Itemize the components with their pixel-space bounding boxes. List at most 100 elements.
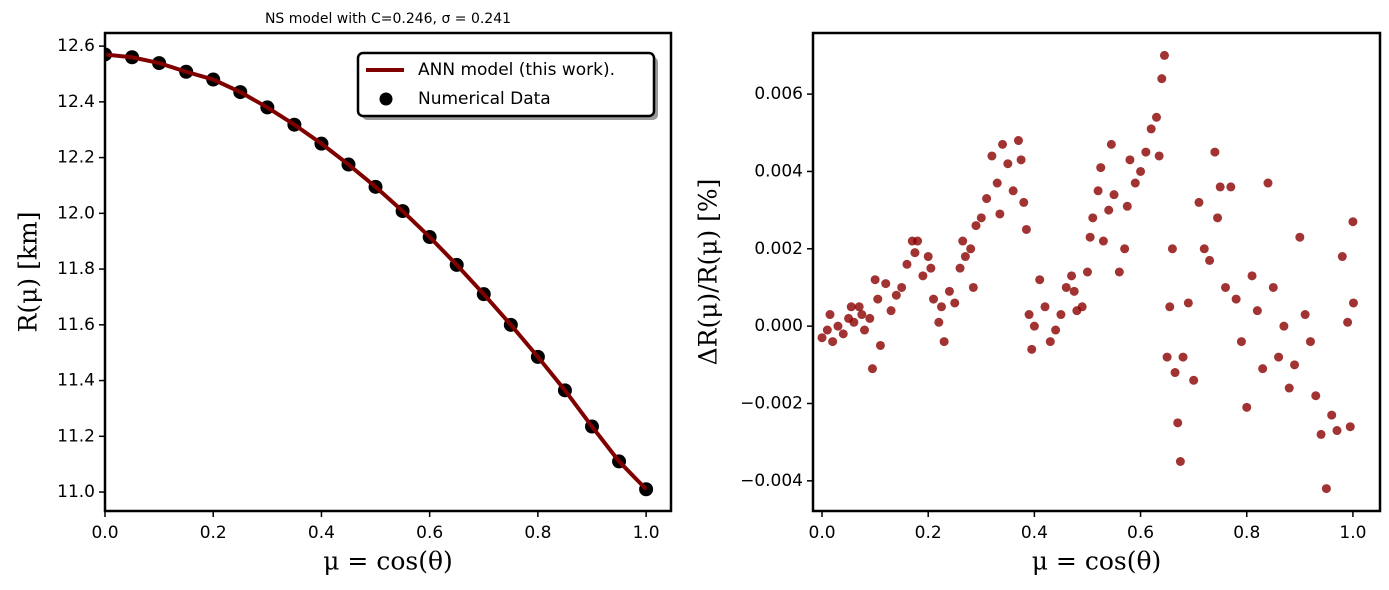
point xyxy=(982,194,992,204)
x-tick-label: 0.4 xyxy=(308,523,335,543)
plot-area xyxy=(105,47,654,497)
point xyxy=(838,329,848,339)
point xyxy=(1290,360,1300,370)
point xyxy=(1019,197,1029,207)
point xyxy=(1178,352,1188,362)
point xyxy=(998,139,1008,149)
point xyxy=(960,252,970,262)
point xyxy=(1311,391,1321,401)
point xyxy=(1305,337,1315,347)
point xyxy=(1136,166,1146,176)
point xyxy=(1348,298,1358,308)
point xyxy=(926,263,936,273)
point xyxy=(955,263,965,273)
point xyxy=(1263,178,1273,188)
point xyxy=(825,310,835,320)
y-tick-label: 11.8 xyxy=(57,259,95,279)
axes: 0.0 0.2 0.4 0.6 0.8 1.0 11.0 11.2 11.4 11.6 11.8 12… xyxy=(14,11,673,576)
point xyxy=(1165,302,1175,312)
x-tick-label: 0.0 xyxy=(91,523,118,543)
x-axis-label: μ = cos(θ) xyxy=(1032,547,1162,576)
x-tick-label: 1.0 xyxy=(1339,523,1366,543)
point xyxy=(1295,232,1305,242)
point xyxy=(1130,178,1140,188)
point xyxy=(854,302,864,312)
point xyxy=(923,252,933,262)
point xyxy=(891,290,901,300)
point xyxy=(1008,186,1018,196)
point xyxy=(1215,182,1225,192)
point xyxy=(1343,317,1353,327)
point xyxy=(1093,186,1103,196)
point xyxy=(867,364,877,374)
point xyxy=(1013,136,1023,146)
point xyxy=(1154,151,1164,161)
point xyxy=(1125,155,1135,165)
point xyxy=(1122,201,1132,211)
point xyxy=(1096,163,1106,173)
point xyxy=(1151,112,1161,122)
point xyxy=(966,244,976,254)
point xyxy=(1077,302,1087,312)
x-tick-label: 0.2 xyxy=(915,523,942,543)
point xyxy=(1284,383,1294,393)
point xyxy=(995,209,1005,219)
x-tick-label: 0.0 xyxy=(809,523,836,543)
x-tick-label: 0.6 xyxy=(416,523,443,543)
point xyxy=(1210,147,1220,157)
x-tick-label: 0.4 xyxy=(1021,523,1048,543)
point xyxy=(1194,197,1204,207)
point xyxy=(1268,282,1278,292)
point xyxy=(1221,282,1231,292)
point xyxy=(1024,310,1034,320)
point xyxy=(1279,321,1289,331)
point xyxy=(1348,217,1358,227)
point xyxy=(1173,418,1183,428)
point xyxy=(822,325,832,335)
y-tick-label: 11.2 xyxy=(57,426,95,446)
point xyxy=(987,151,997,161)
x-axis-label: μ = cos(θ) xyxy=(323,547,453,576)
point xyxy=(939,337,949,347)
point xyxy=(929,294,939,304)
x-tick-label: 0.2 xyxy=(200,523,227,543)
y-tick-label: 12.4 xyxy=(57,92,95,112)
point xyxy=(1109,190,1119,200)
point xyxy=(902,259,912,269)
y-tick-label: 12.0 xyxy=(57,203,95,223)
point xyxy=(873,294,883,304)
point xyxy=(1067,271,1077,281)
point xyxy=(1082,267,1092,277)
plot-area xyxy=(817,50,1358,494)
y-tick-label: 0.000 xyxy=(754,316,803,336)
point xyxy=(1069,286,1079,296)
point xyxy=(1236,337,1246,347)
point xyxy=(1120,244,1130,254)
point xyxy=(1300,310,1310,320)
point xyxy=(936,302,946,312)
point xyxy=(846,302,856,312)
point xyxy=(1162,352,1172,362)
point xyxy=(875,340,885,350)
y-tick-label: 0.002 xyxy=(754,239,803,259)
point xyxy=(881,279,891,289)
point xyxy=(1146,124,1156,134)
point xyxy=(1157,74,1167,84)
chart-title: NS model with C=0.246, σ = 0.241 xyxy=(265,11,511,27)
y-tick-label: 11.0 xyxy=(57,482,95,502)
point xyxy=(1045,337,1055,347)
point xyxy=(1337,252,1347,262)
legend-label: ANN model (this work). xyxy=(418,60,615,80)
point xyxy=(1061,282,1071,292)
point xyxy=(1231,294,1241,304)
point xyxy=(1029,321,1039,331)
line xyxy=(105,52,648,491)
y-tick-label: 0.006 xyxy=(754,84,803,104)
point xyxy=(1051,325,1061,335)
point xyxy=(1035,275,1045,285)
point xyxy=(1274,352,1284,362)
point xyxy=(1114,267,1124,277)
point xyxy=(870,275,880,285)
legend: ANN model (this work). Numerical Data xyxy=(356,51,658,120)
y-tick-label: −0.004 xyxy=(740,471,803,491)
